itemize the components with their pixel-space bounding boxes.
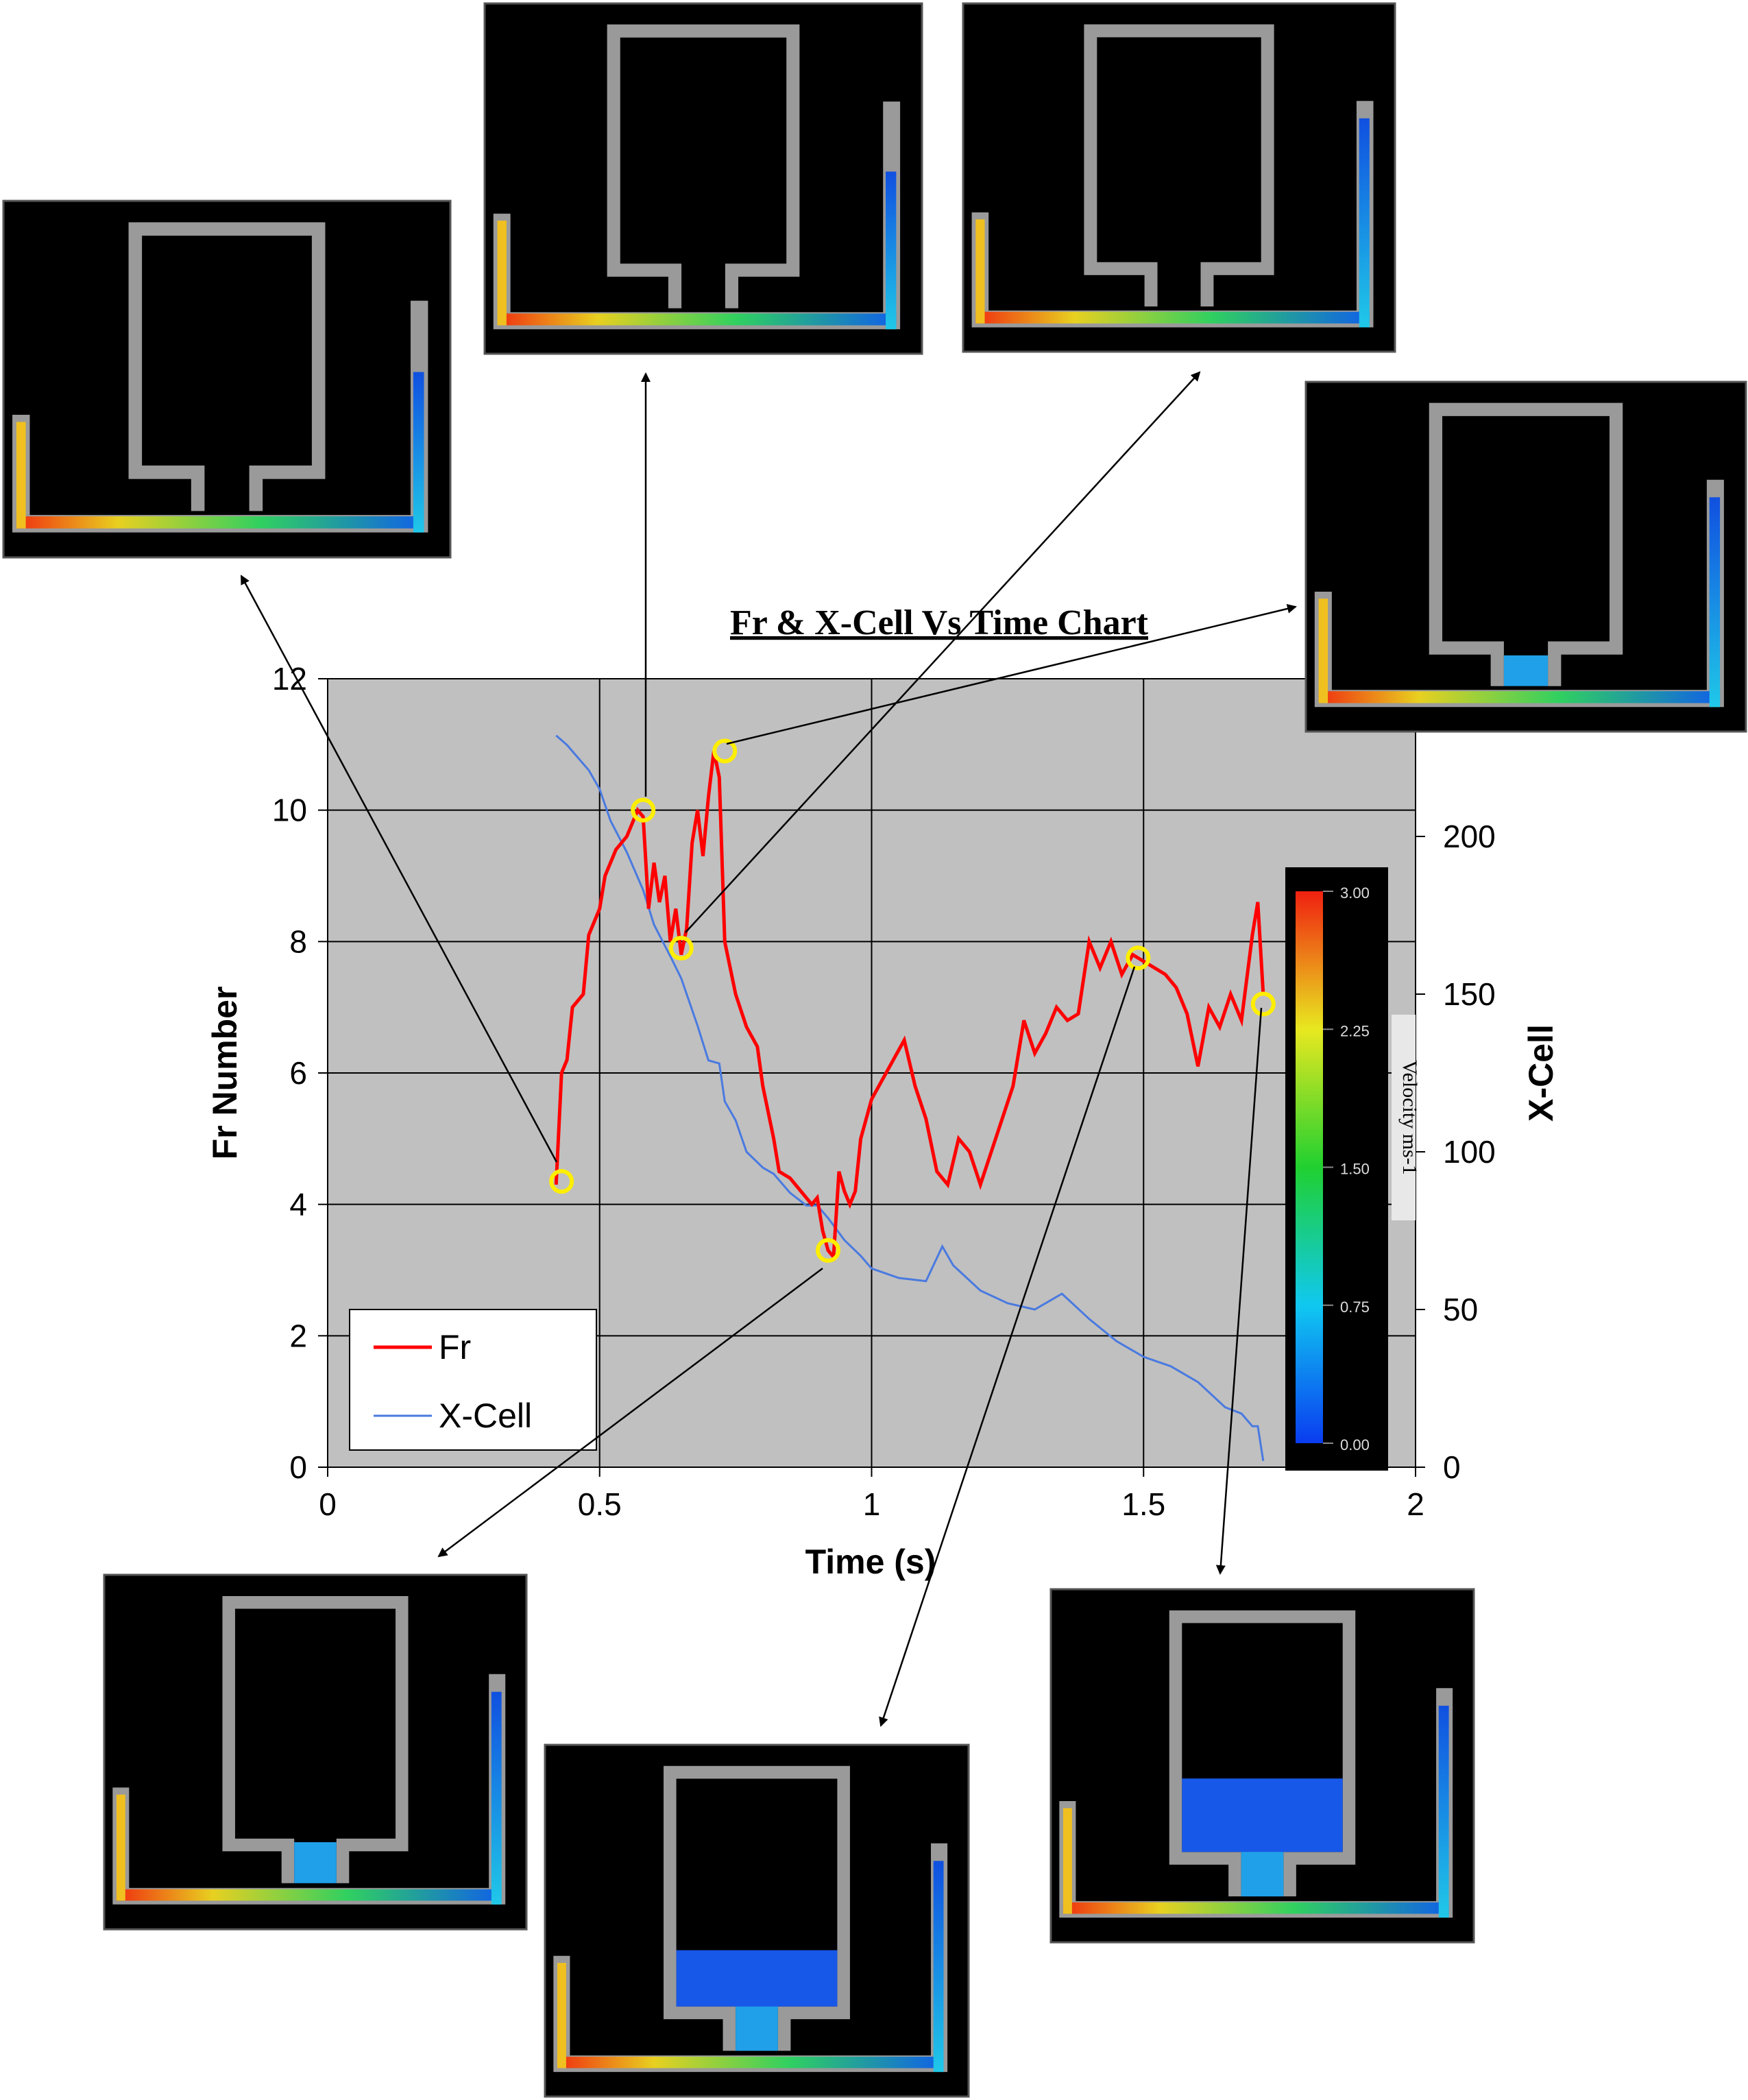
legend: Fr X-Cell [349,1309,597,1451]
flow-front [16,516,424,529]
snapshot-thumbnail [1304,381,1747,733]
y-tick-label: 4 [289,1187,307,1222]
connector-arrow [726,604,1297,745]
legend-label-fr: Fr [439,1328,471,1366]
highlight-marker [816,1238,841,1263]
colorbar-gradient [1296,891,1323,1443]
downsprue-flow [497,220,507,326]
riser-flow [933,1861,944,2073]
velocity-colorbar: 3.00 2.25 1.50 0.75 0.00 Velocity ms-1 [1285,867,1421,1471]
flow-front [1063,1902,1449,1914]
downsprue-flow [1318,599,1328,703]
legend-label-xcell: X-Cell [439,1397,532,1435]
highlight-marker [1126,945,1151,971]
y2-axis-label: X-Cell [1522,1024,1560,1122]
snapshot-thumbnail [1049,1588,1475,1944]
x-tick-labels: 0 0.5 1 1.5 2 [319,1467,1424,1522]
y2-tick-labels: 0 50 100 150 200 [1416,819,1496,1485]
connector-arrow [1215,1007,1263,1575]
highlight-marker [631,797,656,823]
cavity-fill [1182,1778,1343,1852]
colorbar-tick-label: 2.25 [1340,1022,1370,1039]
riser-flow [886,171,897,330]
downsprue-flow [975,219,985,324]
connector-arrow [437,1268,823,1558]
highlight-marker [549,1169,574,1194]
colorbar-tick-label: 0.75 [1340,1299,1370,1316]
colorbar-tick-label: 0.00 [1340,1436,1370,1453]
downsprue-flow [1063,1808,1072,1914]
highlight-marker [712,738,738,764]
snapshot-thumbnail [2,200,452,559]
snapshot-thumbnail [103,1573,528,1931]
colorbar-tick-label: 3.00 [1340,884,1370,902]
y2-tick-label: 200 [1443,819,1496,854]
x-tick-label: 2 [1407,1486,1424,1522]
colorbar-tick-label: 1.50 [1340,1161,1370,1178]
series-line-fr [554,750,1265,1262]
riser-flow [1359,118,1370,328]
y2-tick-label: 50 [1443,1292,1478,1327]
y-tick-label: 10 [272,793,307,828]
y2-tick-label: 100 [1443,1134,1496,1170]
flow-front [497,313,897,326]
connector-arrow [240,575,558,1163]
connector-arrows [240,371,1297,1727]
flow-front [557,2056,944,2068]
snapshot-thumbnail [962,2,1396,353]
ingate-flow [1503,655,1549,686]
y2-tick-label: 0 [1443,1449,1461,1485]
ingate-flow [294,1842,337,1883]
snapshot-thumbnail [483,2,923,355]
highlight-marker [668,935,694,961]
connector-arrow [685,371,1201,933]
x-tick-label: 0.5 [578,1486,622,1522]
y-tick-label: 2 [289,1318,307,1353]
riser-flow [491,1691,502,1905]
highlight-marker [1250,991,1276,1017]
riser-flow [1709,497,1721,708]
flow-front [975,311,1370,324]
chart-title: Fr & X-Cell Vs Time Chart [730,603,1149,642]
x-tick-label: 0 [319,1486,337,1522]
highlight-markers [549,738,1276,1263]
riser-flow [413,372,424,533]
cavity-fill [676,1950,838,2007]
x-tick-label: 1 [863,1486,881,1522]
y-tick-label: 0 [289,1449,307,1485]
connector-arrow [879,966,1136,1727]
x-axis-label: Time (s) [805,1543,936,1581]
flow-front [116,1889,502,1901]
y2-tick-label: 150 [1443,976,1496,1012]
riser-flow [1438,1705,1449,1918]
x-tick-label: 1.5 [1121,1486,1165,1522]
downsprue-flow [116,1794,125,1901]
downsprue-flow [16,422,26,529]
y-tick-label: 6 [289,1055,307,1091]
flow-front [1318,691,1721,703]
y-tick-label: 8 [289,924,307,959]
downsprue-flow [557,1963,566,2068]
snapshot-thumbnail [544,1743,970,2098]
y-axis-label: Fr Number [206,987,244,1160]
colorbar-label: Velocity ms-1 [1398,1060,1421,1174]
